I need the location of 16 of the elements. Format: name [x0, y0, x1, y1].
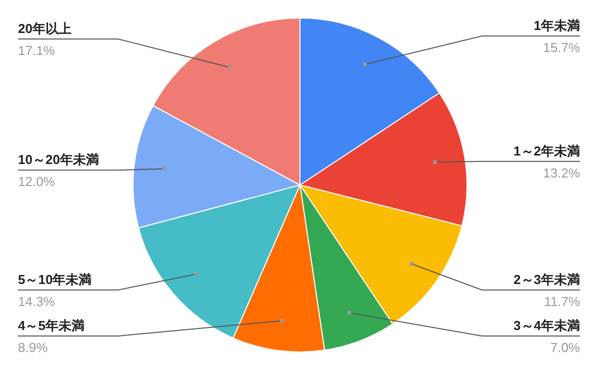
slice-label: 1～2年未満: [514, 143, 580, 158]
data-label: 15.7%: [543, 40, 580, 55]
slice-label: 10～20年未満: [18, 152, 99, 168]
slice-label: 2～3年未満: [514, 272, 580, 287]
data-label: 8.9%: [18, 340, 48, 355]
slice-label: 1年未満: [534, 18, 580, 33]
slice-label: 3～4年未満: [514, 318, 580, 333]
data-label: 17.1%: [18, 42, 56, 58]
slice-label: 5～10年未満: [18, 272, 92, 287]
slice-label: 4～5年未満: [18, 318, 84, 333]
data-label: 14.3%: [18, 294, 56, 309]
data-label: 12.0%: [18, 174, 56, 190]
data-label: 7.0%: [550, 340, 580, 355]
slice-label: 20年以上: [18, 20, 72, 36]
data-label: 13.2%: [543, 165, 580, 180]
data-label: 11.7%: [544, 294, 580, 309]
